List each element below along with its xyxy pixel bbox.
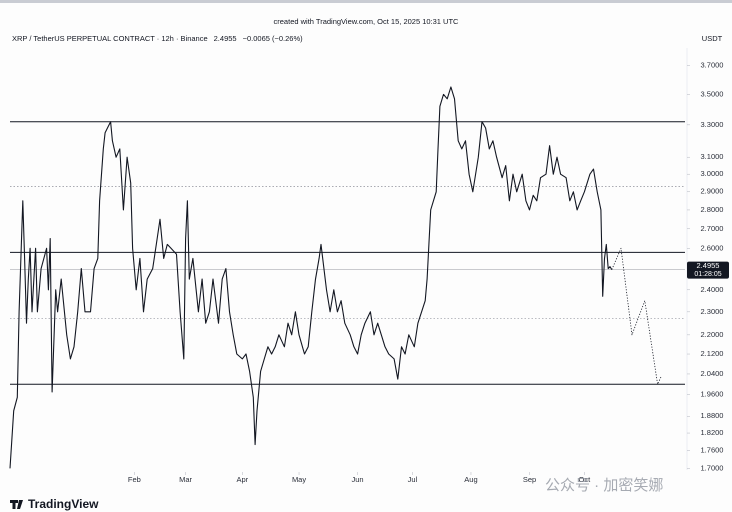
y-tick-label: 2.4000 — [701, 285, 724, 294]
x-tick-label: Jul — [408, 475, 418, 484]
x-tick-label: Feb — [128, 475, 141, 484]
y-tick-label: 2.2000 — [701, 330, 724, 339]
y-tick-label: 1.9600 — [701, 390, 724, 399]
x-tick-label: Oct — [579, 475, 592, 484]
y-tick-label: 1.7600 — [701, 445, 724, 454]
top-border — [0, 0, 732, 3]
y-tick-label: 3.7000 — [701, 61, 724, 70]
header-price: 2.4955 — [214, 34, 237, 43]
countdown: 01:28:05 — [694, 271, 721, 278]
y-tick-label: 3.0000 — [701, 169, 724, 178]
watermark: 公众号 · 加密笑娜 — [545, 477, 663, 494]
y-tick-label: 3.1000 — [701, 152, 724, 161]
brand-name: TradingView — [28, 497, 99, 511]
x-tick-label: Aug — [464, 475, 477, 484]
x-tick-label: May — [292, 475, 306, 484]
price-label-box — [687, 261, 729, 279]
y-tick-label: 1.7000 — [701, 463, 724, 472]
price-line — [9, 86, 613, 469]
y-tick-label: 2.3000 — [701, 307, 724, 316]
chart-title: XRP / TetherUS PERPETUAL CONTRACT · 12h … — [12, 34, 303, 43]
price-label: 2.4955 — [697, 261, 720, 270]
y-tick-label: 2.0400 — [701, 369, 724, 378]
y-tick-label: 1.8800 — [701, 411, 724, 420]
y-tick-label: 2.6000 — [701, 243, 724, 252]
y-tick-label: 2.7000 — [701, 224, 724, 233]
y-tick-label: 3.5000 — [701, 89, 724, 98]
x-tick-label: Sep — [523, 475, 536, 484]
x-tick-label: Jun — [352, 475, 364, 484]
y-tick-label: 3.3000 — [701, 120, 724, 129]
brand-icon — [10, 500, 23, 509]
y-tick-label: 2.1200 — [701, 349, 724, 358]
y-tick-label: 1.8200 — [701, 428, 724, 437]
brand-logo: TradingView — [10, 497, 99, 511]
plot: 3.7000 3.5000 3.3000 3.1000 3.0000 2.9000 2.80… — [9, 61, 724, 484]
header-change: −0.0065 (−0.26%) — [243, 34, 304, 43]
created-note: created with TradingView.com, Oct 15, 20… — [274, 17, 460, 26]
y-tick-label: 2.8000 — [701, 205, 724, 214]
x-tick-label: Mar — [179, 475, 192, 484]
projection-line — [611, 247, 662, 385]
symbol: XRP / TetherUS PERPETUAL CONTRACT · 12h … — [12, 34, 208, 43]
y-tick-label: 2.9000 — [701, 187, 724, 196]
currency: USDT — [702, 34, 723, 43]
x-tick-label: Apr — [236, 475, 248, 484]
